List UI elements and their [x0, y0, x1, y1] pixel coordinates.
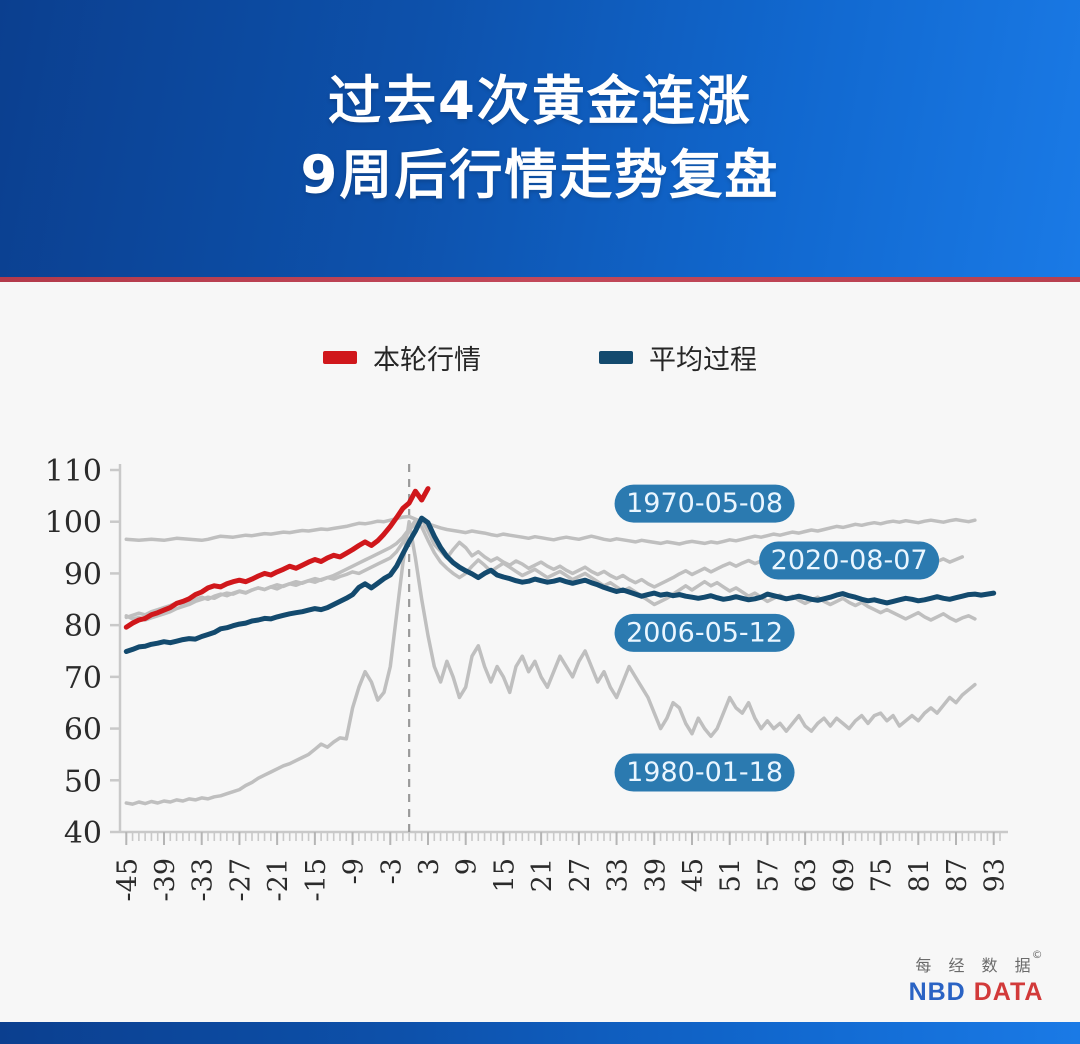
header-accent-rule [0, 277, 1080, 282]
x-tick-label: -3 [376, 858, 407, 884]
series-line-本轮行情 [123, 486, 431, 630]
annotation-badge-label: 2020-08-07 [771, 545, 928, 576]
x-tick-label: -45 [112, 858, 143, 901]
x-tick-label: 63 [791, 858, 822, 892]
annotation-badge[interactable]: 1980-01-18 [614, 753, 795, 792]
x-tick-label: 33 [603, 858, 634, 892]
x-tick-label: -21 [263, 858, 294, 901]
x-tick-label: 51 [716, 858, 747, 892]
x-tick-label: 93 [980, 858, 1011, 892]
series-line-2006-05-12 [124, 518, 977, 623]
x-tick-label: 39 [640, 858, 671, 892]
annotation-badge[interactable]: 2020-08-07 [759, 541, 940, 580]
x-tick-label: 57 [753, 858, 784, 892]
x-tick-label: -9 [339, 858, 370, 884]
legend-item-current[interactable]: 本轮行情 [323, 338, 481, 377]
x-tick-label: 9 [452, 858, 483, 875]
page-title-line2: 9周后行情走势复盘 [300, 144, 780, 206]
y-tick-label: 50 [64, 764, 102, 799]
legend-swatch-average [599, 351, 633, 364]
x-tick-label: -33 [188, 858, 219, 901]
x-tick-label: 81 [904, 858, 935, 892]
y-tick-label: 60 [64, 713, 102, 748]
x-tick-label: 75 [867, 858, 898, 892]
y-tick-label: 70 [64, 661, 102, 696]
legend-label-current: 本轮行情 [373, 345, 481, 376]
y-tick-label: 40 [64, 816, 102, 851]
x-tick-label: -27 [225, 858, 256, 901]
x-tick-label: -39 [150, 858, 181, 901]
series-line-1980-01-18 [124, 519, 977, 806]
x-tick-label: 21 [527, 858, 558, 892]
y-tick-label: 100 [45, 506, 102, 541]
brand-data-text: DATA [973, 978, 1044, 1006]
annotation-badge[interactable]: 2006-05-12 [614, 613, 795, 652]
chart-series-group [123, 486, 997, 806]
bottom-accent-bar [0, 1022, 1080, 1044]
line-chart: 40 50 60 70 80 90 100 110 -45 -39 -33 -27 -21 -15 -9 -3… [0, 440, 1080, 920]
footer-logo: 每 经 数 据 © NBD DATA [896, 948, 1056, 1007]
legend-item-average[interactable]: 平均过程 [599, 338, 757, 377]
x-tick-label: 69 [829, 858, 860, 892]
annotation-badge[interactable]: 1970-05-08 [614, 484, 795, 523]
header-banner: 过去4次黄金连涨 9周后行情走势复盘 [0, 0, 1080, 277]
chart-annotations: 1970-05-08 2020-08-07 2006-05-12 1980-01-18 [614, 484, 940, 792]
annotation-badge-label: 2006-05-12 [626, 617, 783, 648]
x-tick-label: 27 [565, 858, 596, 892]
annotation-badge-label: 1980-01-18 [626, 757, 783, 788]
footer-cn-text: 每 经 数 据 © [915, 948, 1042, 976]
legend-label-average: 平均过程 [649, 345, 757, 376]
chart-legend: 本轮行情 平均过程 [0, 338, 1080, 377]
y-tick-label: 80 [64, 609, 102, 644]
x-tick-label: -15 [301, 858, 332, 901]
page-title-line1: 过去4次黄金连涨 [328, 70, 752, 132]
x-tick-label: 15 [489, 858, 520, 892]
annotation-badge-label: 1970-05-08 [626, 488, 783, 519]
x-tick-label: 87 [942, 858, 973, 892]
series-line-1970-05-08 [124, 514, 977, 546]
footer-cn-label: 每 经 数 据 [915, 956, 1037, 975]
copyright-symbol: © [1031, 948, 1049, 961]
series-line-平均过程 [123, 515, 997, 654]
y-tick-label: 90 [64, 557, 102, 592]
y-tick-label: 110 [45, 454, 102, 489]
x-tick-label: 3 [414, 858, 445, 875]
legend-swatch-current [323, 351, 357, 364]
x-tick-label: 45 [678, 858, 709, 892]
footer-brand: NBD DATA [896, 978, 1056, 1007]
brand-nbd-text: NBD [908, 978, 966, 1006]
